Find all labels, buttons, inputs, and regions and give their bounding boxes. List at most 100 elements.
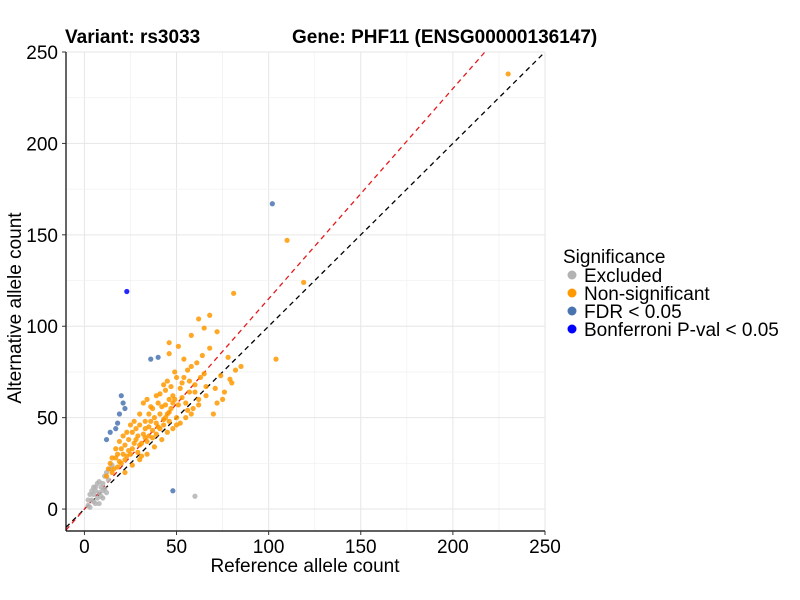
- data-point: [124, 453, 130, 459]
- data-point: [172, 369, 178, 375]
- data-point: [177, 385, 183, 391]
- data-point: [188, 332, 194, 338]
- data-point: [151, 444, 158, 450]
- data-point: [87, 504, 93, 510]
- data-point: [184, 367, 191, 373]
- data-point: [194, 360, 200, 366]
- data-point: [207, 345, 213, 351]
- x-tick-label: 150: [345, 537, 377, 558]
- data-point: [199, 352, 205, 359]
- data-point: [161, 422, 167, 428]
- data-point: [192, 493, 198, 499]
- data-point: [214, 400, 220, 406]
- data-point: [148, 404, 154, 410]
- data-point: [166, 409, 172, 415]
- legend-label: Non-significant: [584, 284, 710, 305]
- data-point: [238, 363, 244, 370]
- data-point: [113, 446, 119, 452]
- data-point: [129, 462, 135, 468]
- data-point: [170, 426, 176, 432]
- data-point: [153, 431, 159, 437]
- data-point: [197, 374, 204, 381]
- data-point: [114, 420, 121, 426]
- data-point: [157, 411, 163, 417]
- data-point: [142, 418, 148, 424]
- data-point: [162, 387, 169, 393]
- data-point: [153, 420, 159, 426]
- data-point: [157, 426, 163, 432]
- title-gene: Gene: PHF11 (ENSG00000136147): [292, 27, 597, 48]
- data-point: [124, 288, 130, 295]
- title-variant: Variant: rs3033: [65, 27, 200, 48]
- data-point: [118, 393, 124, 399]
- data-point: [186, 378, 193, 384]
- data-point: [212, 385, 218, 391]
- data-point: [231, 290, 237, 296]
- data-point: [96, 479, 102, 485]
- data-point: [100, 495, 106, 501]
- data-point: [131, 440, 137, 446]
- data-point: [85, 497, 91, 503]
- series-non-significant: [103, 71, 511, 479]
- data-point: [188, 411, 194, 417]
- series-fdr-0-05: [103, 201, 275, 494]
- data-point: [146, 424, 152, 430]
- data-point: [135, 433, 141, 439]
- data-point: [218, 372, 224, 379]
- data-point: [201, 371, 207, 377]
- data-point: [203, 383, 209, 390]
- data-point: [103, 473, 110, 479]
- data-point: [173, 415, 180, 421]
- legend-label: Excluded: [584, 266, 662, 287]
- data-point: [173, 422, 180, 428]
- data-point: [116, 438, 123, 445]
- data-point: [196, 402, 202, 408]
- data-point: [196, 316, 202, 322]
- data-point: [161, 416, 167, 423]
- data-point: [109, 455, 115, 461]
- y-tick-label: 0: [47, 500, 58, 521]
- y-axis-label: Alternative allele count: [5, 212, 26, 404]
- x-axis-label: Reference allele count: [210, 556, 400, 577]
- tick-labels: 0 50 100 150 200 250 0 50 100 150 200 250: [26, 43, 561, 558]
- data-point: [142, 435, 148, 441]
- data-point: [133, 426, 139, 432]
- data-point: [183, 415, 189, 421]
- legend-label: Bonferroni P-val < 0.05: [584, 320, 779, 341]
- data-point: [173, 374, 180, 381]
- data-point: [219, 396, 226, 402]
- y-tick-label: 100: [26, 317, 58, 338]
- series-bonferroni-p-val-0-05: [124, 288, 130, 295]
- data-point: [151, 415, 158, 421]
- data-point: [135, 449, 141, 455]
- legend-title: Significance: [563, 247, 665, 268]
- data-point: [126, 436, 132, 443]
- data-point: [166, 418, 172, 424]
- data-points: [85, 71, 511, 510]
- data-point: [184, 407, 191, 413]
- data-point: [122, 405, 128, 412]
- data-point: [149, 427, 156, 434]
- data-point: [214, 329, 220, 335]
- grid: [66, 51, 546, 531]
- data-point: [168, 383, 174, 390]
- data-point: [190, 405, 196, 412]
- data-point: [148, 356, 154, 362]
- data-point: [188, 363, 194, 370]
- data-point: [269, 201, 275, 207]
- data-point: [122, 442, 128, 448]
- data-point: [120, 433, 126, 439]
- legend: Significance ExcludedNon-significantFDR …: [563, 247, 779, 341]
- data-point: [192, 382, 198, 388]
- data-point: [166, 351, 172, 357]
- reference-line-identity: [66, 52, 545, 528]
- x-tick-label: 100: [253, 537, 285, 558]
- data-point: [203, 393, 209, 399]
- data-point: [210, 411, 216, 417]
- data-point: [107, 429, 113, 435]
- data-point: [124, 429, 130, 435]
- data-point: [153, 393, 159, 399]
- data-point: [166, 340, 172, 346]
- data-point: [120, 400, 126, 406]
